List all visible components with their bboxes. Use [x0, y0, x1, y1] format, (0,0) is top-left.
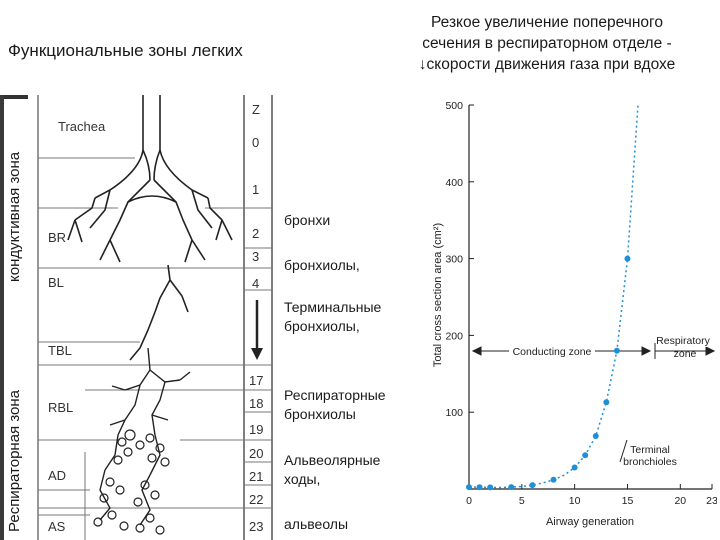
data-point	[582, 452, 589, 459]
y-tick-label: 500	[445, 100, 463, 112]
y-tick-label: 300	[445, 254, 463, 266]
label-respiratory-bronchioles: Респираторные бронхиолы	[284, 386, 386, 424]
section-tbl: TBL	[48, 343, 72, 358]
generation-21: 21	[249, 469, 263, 484]
label-resp-line-2: бронхиолы	[284, 406, 356, 422]
section-trachea: Trachea	[58, 119, 106, 134]
x-tick-label: 15	[622, 495, 634, 507]
data-point	[487, 484, 494, 491]
slide-title-left: Функциональные зоны легких	[8, 41, 243, 60]
title-line-2: сечения в респираторном отделе -	[422, 35, 672, 52]
section-br: BR	[48, 230, 66, 245]
generation-18: 18	[249, 396, 263, 411]
alveoli-clusters	[93, 429, 170, 535]
label-terminal-bronchioles: Терминальные бронхиолы,	[284, 298, 381, 336]
data-point	[466, 484, 472, 491]
label-alveoli: альвеолы	[284, 516, 349, 532]
x-tick-label: 23	[706, 495, 717, 507]
generation-3: 3	[252, 249, 259, 264]
generation-22: 22	[249, 492, 263, 507]
generation-20: 20	[249, 446, 263, 461]
annotation-respiratory-zone-2: zone	[674, 348, 697, 360]
data-point	[603, 399, 610, 406]
zone-label-conductive: кондуктивная зона	[6, 151, 23, 282]
data-point	[508, 484, 515, 491]
x-tick-label: 0	[466, 495, 472, 507]
label-resp-line-1: Респираторные	[284, 387, 386, 403]
label-bronchi: бронхи	[284, 212, 331, 228]
section-ad: AD	[48, 468, 66, 483]
y-tick-label: 100	[445, 407, 463, 419]
y-tick-label: 200	[445, 330, 463, 342]
data-point	[529, 482, 536, 489]
section-as: AS	[48, 519, 66, 534]
title-line-3: ↓скорости движения газа при вдохе	[418, 56, 676, 73]
data-point	[624, 255, 631, 262]
bronchial-tree	[67, 95, 233, 361]
y-tick-label: 400	[445, 177, 463, 189]
data-point	[571, 464, 578, 471]
label-terminal-line-2: бронхиолы,	[284, 318, 360, 334]
label-alveolar-ducts: Альвеолярные ходы,	[284, 451, 380, 489]
annotation-conducting-zone: Conducting zone	[513, 346, 592, 358]
generation-0: 0	[252, 135, 259, 150]
data-point	[550, 476, 557, 483]
annotation-respiratory-zone-1: Respiratory	[656, 335, 710, 347]
generation-1: 1	[252, 182, 259, 197]
data-curve	[468, 104, 639, 489]
airway-diagram: Trachea BR BL TBL RBL AD AS Z 0 1 2 3 4 …	[0, 95, 273, 540]
generation-2: 2	[252, 226, 259, 241]
respiratory-tree	[99, 347, 191, 526]
section-bl: BL	[48, 275, 64, 290]
x-tick-label: 5	[519, 495, 525, 507]
generation-19: 19	[249, 422, 263, 437]
down-arrow-head-icon	[251, 348, 263, 360]
generation-4: 4	[252, 276, 259, 291]
column-header-z: Z	[252, 102, 260, 117]
label-alv-line-1: Альвеолярные	[284, 452, 381, 468]
label-terminal-line-1: Терминальные	[284, 299, 382, 315]
data-point	[592, 433, 599, 440]
terminal-pointer	[619, 439, 628, 463]
slide-title-right: Резкое увеличение поперечного сечения в …	[378, 12, 716, 75]
cross-section-chart: 0 5 10 15 20 23 100 200 300 400 500 Airway genera…	[432, 100, 717, 528]
generation-23: 23	[249, 519, 263, 534]
x-tick-label: 20	[674, 495, 686, 507]
data-point	[613, 347, 620, 354]
label-alv-line-2: ходы,	[284, 471, 321, 487]
x-axis-label: Airway generation	[546, 516, 634, 528]
zone-label-respiratory: Респираторная зона	[6, 389, 23, 532]
section-rbl: RBL	[48, 400, 73, 415]
generation-17: 17	[249, 373, 263, 388]
y-axis-label: Total cross section area (cm²)	[432, 223, 444, 367]
data-point	[476, 484, 483, 491]
x-tick-label: 10	[569, 495, 581, 507]
annotation-terminal-bronchioles-1: Terminal	[630, 444, 670, 456]
label-bronchioles: бронхиолы,	[284, 257, 360, 273]
title-line-1: Резкое увеличение поперечного	[431, 14, 663, 31]
annotation-terminal-bronchioles-2: bronchioles	[623, 456, 677, 468]
respiratory-zone-bracket	[654, 343, 716, 359]
